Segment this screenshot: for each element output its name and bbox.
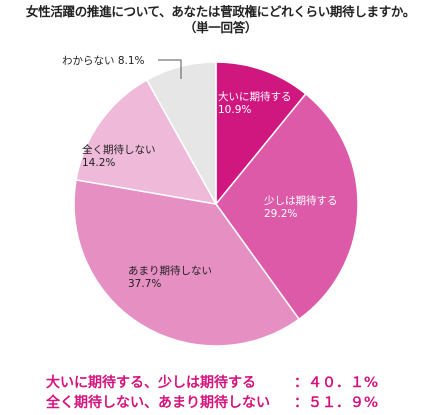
summary-value-expect: ：４０．１% [294,375,379,391]
chart-title-line: 女性活躍の推進について、あなたは菅政権にどれくらい期待しますか。 [25,4,416,19]
slice-value-some-expect: 29.2% [264,208,297,220]
slice-value-little-expect: 37.7% [128,278,161,290]
pie-slice-no-expect [75,78,218,206]
leader-line-unknown [158,59,182,79]
slice-value-great-expect: 10.9% [218,104,251,116]
pie-slice-great-expect [215,61,307,207]
slice-label-little-expect: あまり期待しない [128,264,212,277]
summary-block: 大いに期待する、少しは期待する ：４０．１% 全く期待しない、あまり期待しない … [46,373,378,413]
summary-row-expect: 大いに期待する、少しは期待する ：４０．１% [46,373,378,393]
slice-label-great-expect: 大いに期待する [218,90,292,103]
summary-label-not-expect: 全く期待しない、あまり期待しない [46,395,270,411]
summary-value-not-expect: ：５１．９% [294,395,379,411]
slice-label-no-expect: 全く期待しない [82,143,156,156]
chart-title: 女性活躍の推進について、あなたは菅政権にどれくらい期待しますか。 （単一回答） [0,4,441,36]
pie-slice-unknown [145,61,217,207]
pie-slice-some-expect [215,92,359,321]
chart-subtitle: （単一回答） [183,20,258,35]
pie-slice-little-expect [73,178,301,347]
summary-row-not-expect: 全く期待しない、あまり期待しない ：５１．９% [46,393,378,413]
slice-value-no-expect: 14.2% [82,157,115,169]
slice-label-unknown: わからない 8.1% [62,55,145,67]
summary-label-expect: 大いに期待する、少しは期待する [46,375,256,391]
slice-label-some-expect: 少しは期待する [264,194,338,207]
